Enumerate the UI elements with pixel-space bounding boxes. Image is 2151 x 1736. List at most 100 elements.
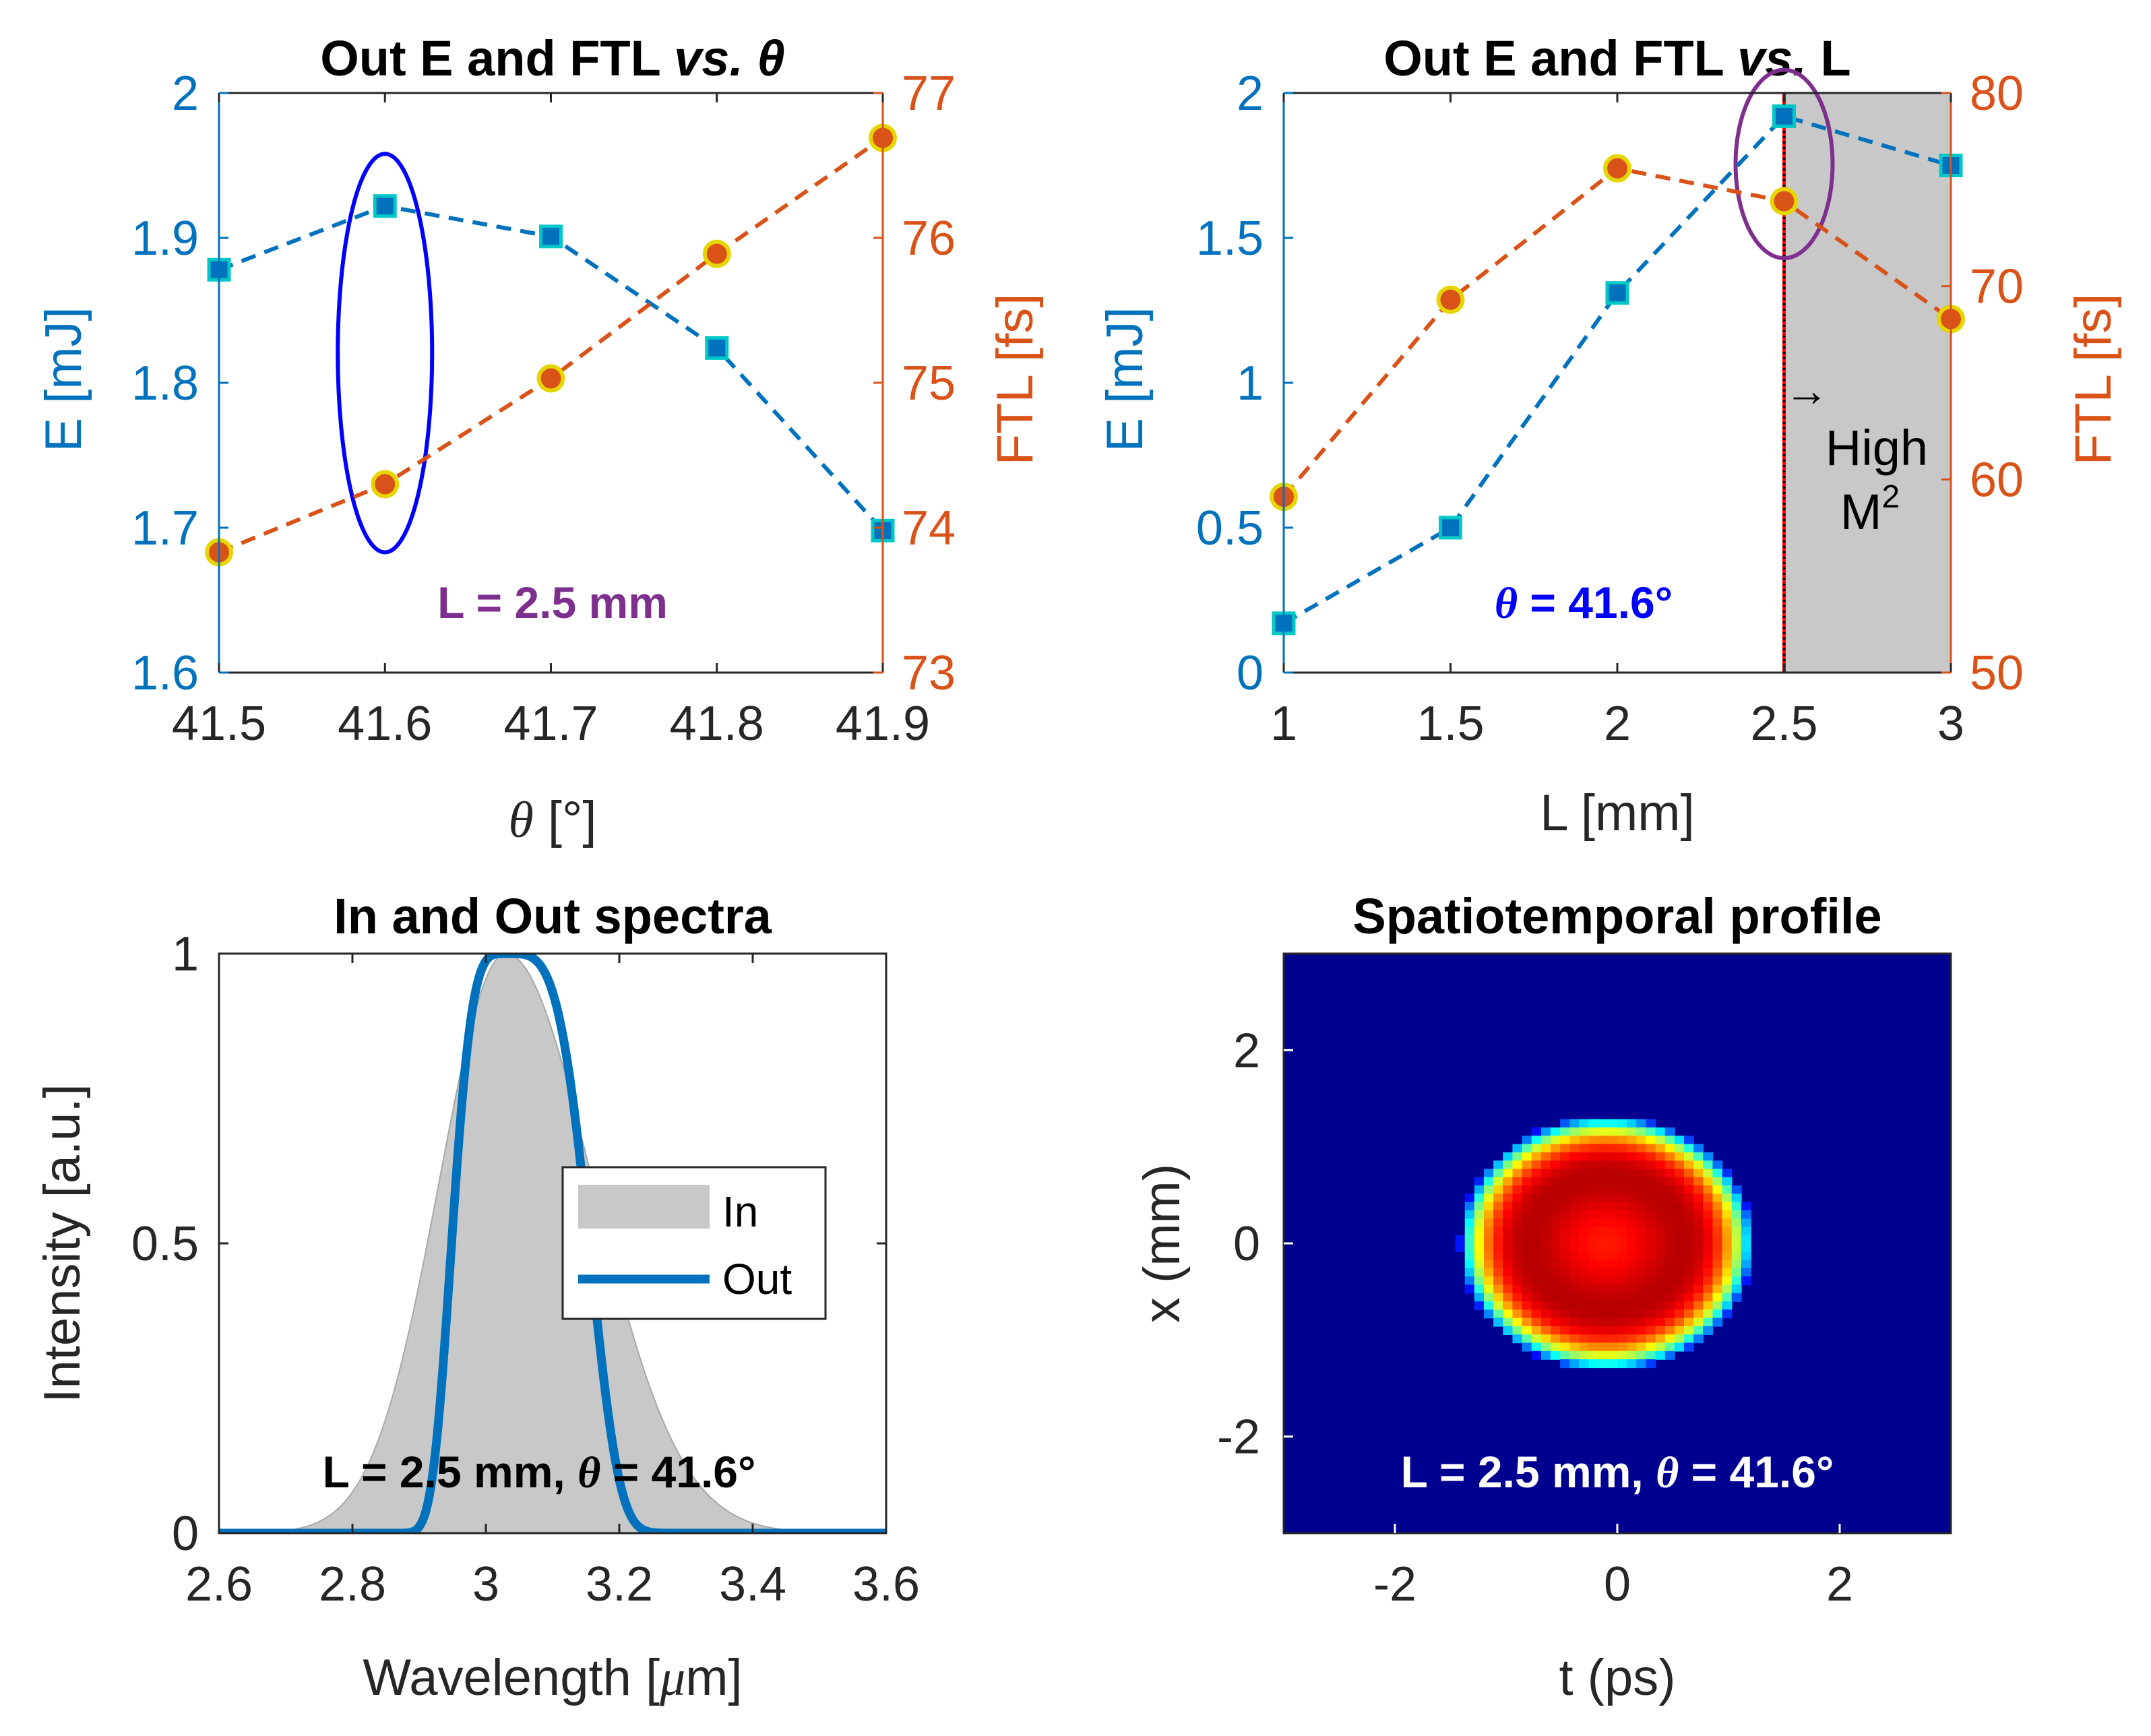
heatmap-cell bbox=[1617, 1210, 1627, 1219]
heatmap-cell bbox=[1560, 1260, 1571, 1269]
heatmap-cell bbox=[1551, 1136, 1561, 1145]
heatmap-cell bbox=[1646, 1301, 1656, 1311]
heatmap-cell bbox=[1674, 1185, 1685, 1195]
heatmap-cell bbox=[1551, 1177, 1561, 1186]
y-tick-label-left: 2 bbox=[172, 67, 199, 121]
panel-b-annotation: θ = 41.6° bbox=[1495, 578, 1673, 628]
heatmap-cell bbox=[1531, 1210, 1542, 1219]
x-tick-label: 1 bbox=[1270, 697, 1297, 751]
heatmap-cell bbox=[1607, 1260, 1618, 1269]
heatmap-cell bbox=[1560, 1318, 1571, 1327]
x-tick-label: 2.5 bbox=[1750, 697, 1817, 751]
heatmap-cell bbox=[1617, 1119, 1627, 1128]
heatmap-cell bbox=[1484, 1284, 1494, 1294]
heatmap-cell bbox=[1617, 1160, 1627, 1170]
heatmap-cell bbox=[1617, 1136, 1627, 1145]
heatmap-cell bbox=[1484, 1260, 1494, 1269]
heatmap-cell bbox=[1522, 1218, 1532, 1228]
high-m2-region bbox=[1784, 93, 1951, 673]
heatmap-cell bbox=[1569, 1309, 1580, 1319]
heatmap-cell bbox=[1627, 1235, 1638, 1244]
heatmap-cell bbox=[1503, 1194, 1514, 1203]
heatmap-cell bbox=[1560, 1169, 1571, 1178]
heatmap-cell bbox=[1636, 1218, 1647, 1228]
heatmap-cell bbox=[1627, 1293, 1638, 1302]
heatmap-cell bbox=[1693, 1202, 1704, 1211]
heatmap-cell bbox=[1636, 1144, 1647, 1153]
heatmap-cell bbox=[1607, 1235, 1618, 1244]
heatmap-cell bbox=[1693, 1185, 1704, 1195]
heatmap-cell bbox=[1664, 1185, 1675, 1195]
heatmap-cell bbox=[1664, 1326, 1675, 1335]
heatmap-cell bbox=[1655, 1342, 1666, 1352]
heatmap-cell bbox=[1684, 1218, 1694, 1228]
panel-b-axes: 1 1.5 2 2.5 3 0 0.5 1 1.5 2 50 60 70 80 bbox=[1196, 67, 2024, 751]
y-tick-label-left: 1 bbox=[1237, 356, 1264, 410]
heatmap-cell bbox=[1646, 1218, 1656, 1228]
panel-a-annotation: L = 2.5 mm bbox=[437, 578, 668, 627]
heatmap-cell bbox=[1674, 1309, 1685, 1319]
heatmap-cell bbox=[1579, 1160, 1590, 1170]
heatmap-cell bbox=[1512, 1227, 1523, 1236]
y-tick-label: 0.5 bbox=[131, 1217, 199, 1271]
heatmap-cell bbox=[1741, 1235, 1751, 1244]
heatmap-cell bbox=[1464, 1194, 1475, 1203]
heatmap-cell bbox=[1703, 1326, 1714, 1335]
heatmap-cell bbox=[1579, 1227, 1590, 1236]
heatmap-cell bbox=[1531, 1169, 1542, 1178]
heatmap-cell bbox=[1540, 1127, 1551, 1137]
heatmap-cell bbox=[1617, 1235, 1627, 1244]
panel-d-heatmap bbox=[1284, 954, 1951, 1533]
heatmap-cell bbox=[1551, 1301, 1561, 1311]
heatmap-cell bbox=[1551, 1268, 1561, 1277]
heatmap-cell bbox=[1531, 1301, 1542, 1311]
heatmap-cell bbox=[1569, 1326, 1580, 1335]
heatmap-cell bbox=[1627, 1152, 1638, 1161]
heatmap-cell bbox=[1588, 1243, 1599, 1253]
heatmap-cell bbox=[1703, 1251, 1714, 1261]
heatmap-cell bbox=[1684, 1136, 1694, 1145]
heatmap-cell bbox=[1551, 1152, 1561, 1161]
heatmap-cell bbox=[1627, 1284, 1638, 1294]
heatmap-cell bbox=[1551, 1260, 1561, 1269]
heatmap-cell bbox=[1627, 1169, 1638, 1178]
heatmap-cell bbox=[1560, 1144, 1571, 1153]
heatmap-cell bbox=[1655, 1351, 1666, 1360]
heatmap-cell bbox=[1646, 1194, 1656, 1203]
y-tick-label: 0 bbox=[172, 1507, 199, 1561]
heatmap-cell bbox=[1588, 1227, 1599, 1236]
heatmap-cell bbox=[1560, 1309, 1571, 1319]
heatmap-cell bbox=[1607, 1194, 1618, 1203]
heatmap-cell bbox=[1503, 1210, 1514, 1219]
heatmap-cell bbox=[1551, 1318, 1561, 1327]
heatmap-cell bbox=[1531, 1276, 1542, 1286]
heatmap-cell bbox=[1484, 1202, 1494, 1211]
heatmap-cell bbox=[1579, 1144, 1590, 1153]
heatmap-cell bbox=[1655, 1268, 1666, 1277]
heatmap-cell bbox=[1646, 1284, 1656, 1294]
heatmap-cell bbox=[1522, 1160, 1532, 1170]
heatmap-cell bbox=[1531, 1309, 1542, 1319]
heatmap-cell bbox=[1598, 1202, 1609, 1211]
heatmap-cell bbox=[1464, 1251, 1475, 1261]
heatmap-cell bbox=[1484, 1210, 1494, 1219]
panel-c: In and Out spectra 2.6 2.8 3 3.2 3.4 3.6 0 0.5 1… bbox=[34, 888, 920, 1706]
heatmap-cell bbox=[1493, 1185, 1504, 1195]
heatmap-cell bbox=[1712, 1293, 1723, 1302]
heatmap-cell bbox=[1636, 1359, 1647, 1369]
heatmap-cell bbox=[1493, 1243, 1504, 1253]
point-e bbox=[1605, 281, 1629, 305]
point-e bbox=[539, 224, 563, 249]
panel-a-ylabel-left: E [mJ] bbox=[35, 307, 92, 452]
heatmap-cell bbox=[1607, 1276, 1618, 1286]
heatmap-cell bbox=[1703, 1210, 1714, 1219]
heatmap-cell bbox=[1646, 1210, 1656, 1219]
heatmap-cell bbox=[1674, 1218, 1685, 1228]
panel-b-title: Out E and FTL vs. L bbox=[1383, 30, 1850, 86]
point-ftl bbox=[1436, 285, 1465, 314]
heatmap-cell bbox=[1579, 1268, 1590, 1277]
heatmap-cell bbox=[1579, 1177, 1590, 1186]
heatmap-cell bbox=[1493, 1227, 1504, 1236]
heatmap-cell bbox=[1646, 1185, 1656, 1195]
heatmap-cell bbox=[1646, 1351, 1656, 1360]
